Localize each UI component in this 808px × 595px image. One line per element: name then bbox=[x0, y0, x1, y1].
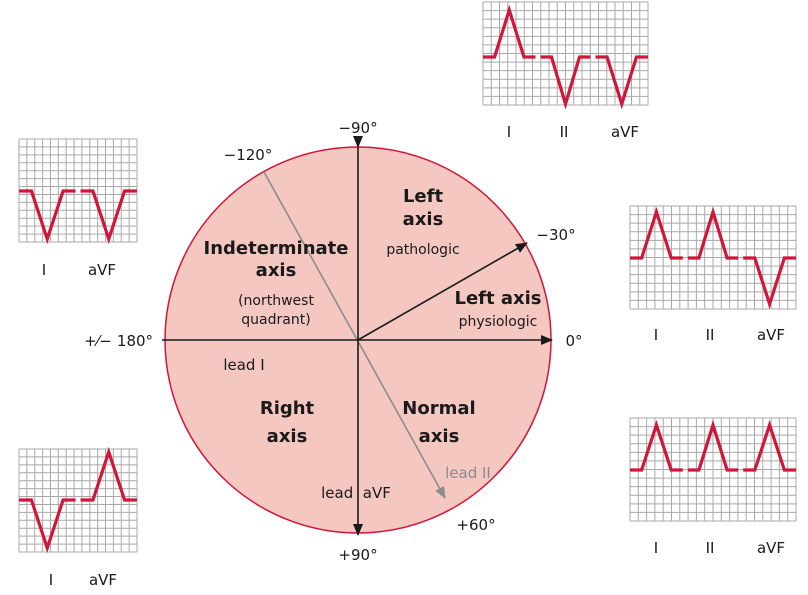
strip-label: I bbox=[654, 539, 658, 557]
indeterminate-sub-line1: (northwest bbox=[238, 293, 314, 309]
degree-label-zero: 0° bbox=[565, 332, 582, 350]
strip-label: I bbox=[49, 571, 53, 589]
normal-axis-title-line2: axis bbox=[419, 426, 460, 447]
degree-label-minus-90: −90° bbox=[338, 119, 377, 137]
left-axis-physiologic-title: Left axis bbox=[454, 288, 541, 309]
ecg-trace-3 bbox=[743, 256, 796, 310]
strip-right-upper: I II aVF bbox=[629, 205, 797, 344]
strip-label: I bbox=[42, 261, 46, 279]
lead-avf-label: lead aVF bbox=[321, 484, 391, 502]
degree-label-plus-60: +60° bbox=[456, 516, 495, 534]
ecg-trace-2 bbox=[540, 55, 591, 110]
minus-30-axis-line bbox=[357, 242, 528, 341]
ecg-trace-2 bbox=[687, 419, 739, 472]
strip-label: aVF bbox=[757, 539, 785, 557]
ecg-trace-1 bbox=[19, 498, 76, 554]
indeterminate-title-line1: Indeterminate bbox=[204, 238, 349, 259]
ecg-trace-1 bbox=[630, 419, 683, 472]
lead-ii-label: lead II bbox=[445, 464, 491, 482]
right-axis-title-line1: Right bbox=[260, 398, 315, 419]
strip-label: aVF bbox=[88, 261, 116, 279]
degree-label-plus-90: +90° bbox=[338, 546, 377, 564]
ecg-trace-2 bbox=[80, 446, 137, 502]
degree-label-minus-30: −30° bbox=[536, 226, 575, 244]
indeterminate-title-line2: axis bbox=[256, 260, 297, 281]
normal-axis-title-line1: Normal bbox=[402, 398, 475, 419]
degree-label-plus-minus-sign: +⁄− bbox=[84, 332, 112, 350]
strip-label: II bbox=[560, 123, 569, 141]
left-axis-title-line2: axis bbox=[403, 209, 444, 230]
strip-label: I bbox=[654, 326, 658, 344]
ecg-trace-1 bbox=[483, 4, 536, 59]
ecg-trace-2 bbox=[687, 206, 739, 260]
indeterminate-sub-line2: quadrant) bbox=[241, 312, 310, 328]
strip-label: II bbox=[706, 539, 715, 557]
lead-i-label: lead I bbox=[223, 356, 264, 374]
ecg-trace-3 bbox=[743, 419, 796, 472]
left-axis-physiologic-sub: physiologic bbox=[459, 314, 538, 330]
strip-label: aVF bbox=[757, 326, 785, 344]
strip-top-center: I II aVF bbox=[482, 1, 649, 141]
ecg-trace-2 bbox=[80, 189, 137, 245]
right-axis-title-line2: axis bbox=[267, 426, 308, 447]
strip-label: I bbox=[507, 123, 511, 141]
ecg-trace-1 bbox=[19, 189, 76, 245]
strip-label: aVF bbox=[611, 123, 639, 141]
left-axis-pathologic: pathologic bbox=[386, 242, 459, 258]
strip-label: II bbox=[706, 326, 715, 344]
degree-label-minus-120: −120° bbox=[224, 146, 273, 164]
ecg-trace-1 bbox=[630, 206, 683, 260]
ecg-trace-3 bbox=[595, 55, 648, 110]
left-axis-title-line1: Left bbox=[403, 186, 444, 207]
strip-label: aVF bbox=[89, 571, 117, 589]
degree-label-180: 180° bbox=[117, 332, 153, 350]
strip-right-lower: I II aVF bbox=[629, 417, 797, 557]
